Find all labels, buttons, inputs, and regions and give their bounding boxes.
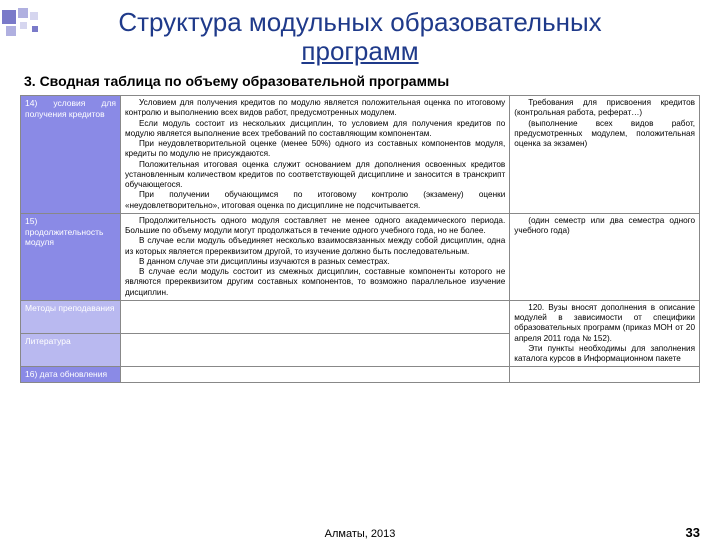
row-right (510, 367, 700, 383)
row-mid (120, 334, 509, 367)
footer-city: Алматы, 2013 (0, 528, 720, 540)
table-row: 14) условия для получения кредитовУслови… (21, 96, 700, 214)
row-mid: Продолжительность одного модуля составля… (120, 213, 509, 300)
table-row: 16) дата обновления (21, 367, 700, 383)
row-label: 14) условия для получения кредитов (21, 96, 121, 214)
row-label: Методы преподавания (21, 300, 121, 333)
row-right: Требования для присвоения кредитов (конт… (510, 96, 700, 214)
row-mid (120, 300, 509, 333)
row-mid (120, 367, 509, 383)
table-row: Методы преподавания120. Вузы вносят допо… (21, 300, 700, 333)
row-label: 16) дата обновления (21, 367, 121, 383)
decorative-squares (0, 8, 60, 38)
row-label: 15) продолжительность модуля (21, 213, 121, 300)
row-mid: Условием для получения кредитов по модул… (120, 96, 509, 214)
footer-page-number: 33 (686, 525, 700, 540)
subtitle: 3. Сводная таблица по объему образовател… (24, 73, 720, 89)
page-title: Структура модульных образовательныхпрогр… (0, 8, 720, 65)
summary-table: 14) условия для получения кредитовУслови… (20, 95, 700, 383)
row-right: 120. Вузы вносят дополнения в описание м… (510, 300, 700, 367)
row-right: (один семестр или два семестра одного уч… (510, 213, 700, 300)
footer: Алматы, 2013 33 (0, 528, 720, 540)
row-label: Литература (21, 334, 121, 367)
table-row: 15) продолжительность модуляПродолжитель… (21, 213, 700, 300)
